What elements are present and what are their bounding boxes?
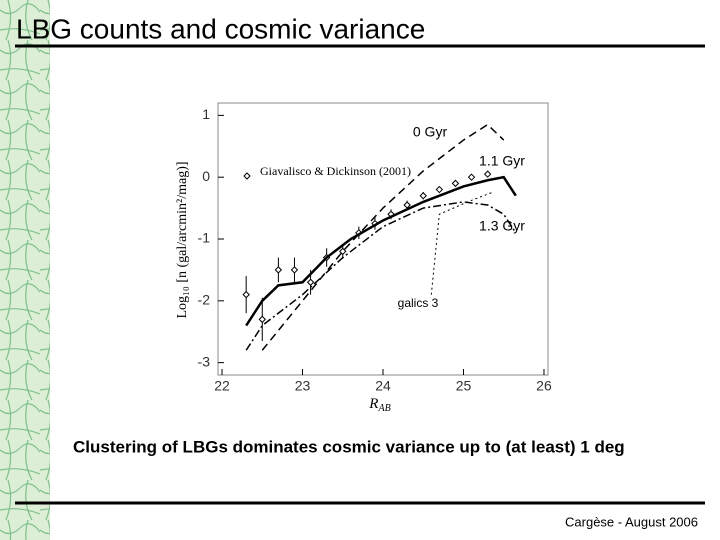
footer: Cargèse - August 2006: [565, 514, 698, 529]
y-tick-label: -3: [198, 353, 211, 369]
data-point: [306, 278, 315, 286]
legend-marker: [243, 172, 251, 180]
y-tick-label: 0: [202, 168, 210, 184]
series-line: [430, 192, 492, 295]
x-axis-label-sub: AB: [377, 403, 390, 414]
x-tick-label: 24: [375, 378, 391, 394]
series-label: 0 Gyr: [413, 124, 448, 140]
data-point: [467, 173, 476, 181]
data-point: [419, 192, 427, 200]
x-axis-label: RAB: [368, 396, 390, 414]
legend-entry: Giavalisco & Dickinson (2001): [260, 164, 411, 178]
y-tick-label: -1: [198, 230, 211, 246]
plot: 22 23 24 25 26 1 0 -1 -2 -3 RAB Log₁₀ [n (gal/arcmi…: [175, 102, 552, 414]
y-tick-label: 1: [202, 106, 210, 122]
x-tick-label: 25: [456, 378, 472, 394]
data-point: [483, 170, 492, 178]
y-tick-label: -2: [198, 292, 211, 308]
x-axis-label-main: R: [368, 396, 378, 412]
series-line: [261, 123, 505, 351]
data-point: [435, 185, 444, 194]
series-label: 1.1 Gyr: [479, 153, 525, 169]
data-point: [290, 266, 299, 274]
figure-frame: [162, 100, 558, 418]
data-point: [339, 247, 347, 256]
x-tick-label: 23: [295, 378, 311, 394]
y-axis-label: Log₁₀ [n (gal/arcmin²/mag)]: [175, 161, 190, 318]
series-label: galics 3: [398, 296, 439, 310]
data-point: [242, 290, 250, 299]
series-label: 1.3 Gyr: [479, 218, 525, 234]
x-tick-label: 22: [214, 378, 230, 394]
data-point: [258, 315, 266, 324]
series-line: [245, 201, 517, 351]
series-line: [245, 175, 517, 327]
slide-title: LBG counts and cosmic variance: [16, 13, 425, 44]
data-point: [451, 179, 460, 188]
background-texture: [0, 0, 50, 540]
data-point: [274, 266, 283, 274]
caption: Clustering of LBGs dominates cosmic vari…: [73, 437, 625, 456]
x-tick-label: 26: [536, 378, 552, 394]
